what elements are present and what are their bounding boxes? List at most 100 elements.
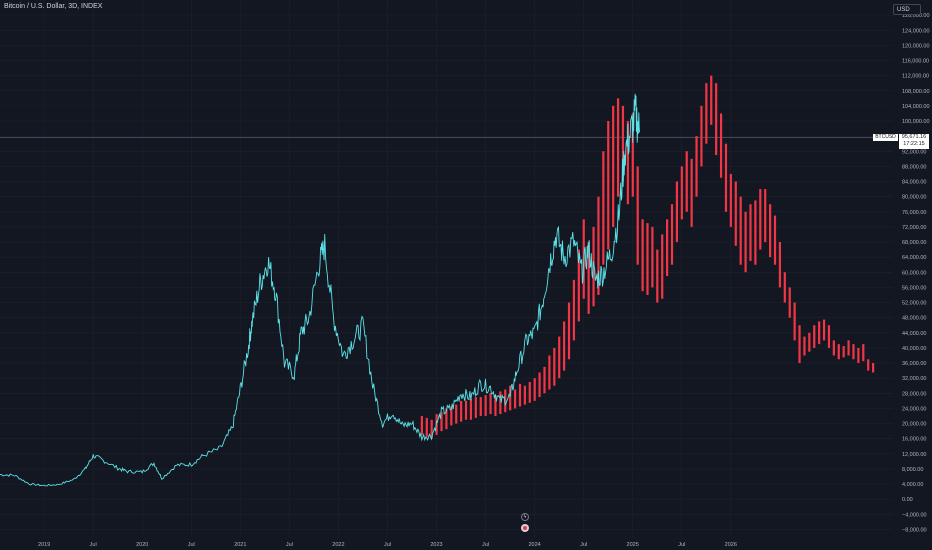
y-tick-label: 120,000.00 <box>902 43 930 49</box>
projection-bar <box>626 121 629 205</box>
y-tick-label: 8,000.00 <box>902 467 923 473</box>
y-tick-label: 56,000.00 <box>902 285 926 291</box>
projection-bar <box>813 325 816 348</box>
x-tick-label: Jul <box>580 542 587 548</box>
y-tick-label: 36,000.00 <box>902 361 926 367</box>
y-tick-label: 124,000.00 <box>902 28 930 34</box>
projection-bar <box>616 98 620 197</box>
y-tick-label: 32,000.00 <box>902 376 926 382</box>
projection-bar <box>563 321 566 371</box>
projection-bar <box>577 249 580 322</box>
chart-title: Bitcoin / U.S. Dollar, 3D, INDEX <box>4 3 103 10</box>
lightning-event-icon[interactable]: ϟ <box>521 513 529 521</box>
y-tick-label: 48,000.00 <box>902 316 926 322</box>
projection-bar <box>656 249 659 303</box>
y-tick-label: 88,000.00 <box>902 164 926 170</box>
projection-bar <box>862 344 865 362</box>
projection-bar <box>798 325 801 364</box>
x-tick-label: Jul <box>286 542 293 548</box>
projection-bar <box>425 417 428 437</box>
projection-bar <box>450 406 453 426</box>
x-tick-label: Jul <box>188 542 195 548</box>
projection-bar <box>695 136 698 197</box>
projection-bar <box>827 325 831 348</box>
projection-bar <box>857 347 860 364</box>
x-tick-label: 2024 <box>528 542 540 548</box>
projection-bar <box>719 113 723 178</box>
projection-bar <box>440 412 443 432</box>
x-tick-label: Jul <box>384 542 391 548</box>
projection-bar <box>636 166 639 265</box>
last-price-tag: 95,671.16 17:22:15 <box>899 133 929 149</box>
y-tick-label: 28,000.00 <box>902 391 926 397</box>
projection-bar <box>489 393 492 415</box>
projection-bar <box>705 83 708 144</box>
projection-bar <box>607 121 610 250</box>
x-tick-label: 2020 <box>136 542 148 548</box>
history-series <box>0 93 640 487</box>
y-tick-label: 44,000.00 <box>902 331 926 337</box>
y-tick-label: 108,000.00 <box>902 89 930 95</box>
projection-bar <box>867 359 870 371</box>
projection-bar <box>808 332 811 352</box>
projection-bar <box>680 166 683 220</box>
projection-bar <box>661 234 664 299</box>
projection-bar <box>783 272 786 303</box>
projection-series <box>420 75 875 439</box>
projection-bar <box>533 378 536 401</box>
projection-bar <box>538 372 541 398</box>
projection-bar <box>837 344 840 360</box>
projection-bar <box>729 173 732 227</box>
projection-bar <box>754 200 757 265</box>
projection-bar <box>710 75 713 125</box>
projection-bar <box>641 219 644 292</box>
projection-bar <box>631 113 634 197</box>
x-tick-label: 2025 <box>627 542 639 548</box>
projection-bar <box>842 346 845 358</box>
projection-bar <box>509 385 512 411</box>
y-tick-label: −8,000.00 <box>902 527 927 533</box>
projection-bar <box>430 419 433 439</box>
x-tick-label: 2021 <box>234 542 246 548</box>
projection-bar <box>734 181 737 246</box>
y-tick-label: 4,000.00 <box>902 482 923 488</box>
y-tick-label: 68,000.00 <box>902 240 926 246</box>
projection-bar <box>847 340 850 356</box>
dividend-event-icon[interactable] <box>521 524 529 532</box>
price-axis[interactable]: 128,000.00 124,000.00 120,000.00 116,000.00… <box>902 13 930 533</box>
projection-bar <box>445 408 448 430</box>
projection-bar <box>759 189 762 250</box>
projection-bar <box>543 366 546 394</box>
y-tick-label: 60,000.00 <box>902 270 926 276</box>
projection-bar <box>612 105 615 227</box>
grid <box>0 0 893 537</box>
projection-bar <box>739 196 742 265</box>
time-axis[interactable]: 2019 Jul 2020 Jul 2021 Jul 2022 Jul 2023 Jul 2024 J… <box>38 542 737 548</box>
currency-button[interactable]: USD <box>893 4 921 15</box>
projection-bar <box>822 319 826 341</box>
y-tick-label: 16,000.00 <box>902 437 926 443</box>
projection-bar <box>504 389 507 413</box>
projection-bar <box>479 397 482 416</box>
projection-bar <box>852 344 855 360</box>
projection-bar <box>528 381 531 403</box>
projection-bar <box>724 143 728 212</box>
y-tick-label: 12,000.00 <box>902 452 926 458</box>
projection-bar <box>464 400 468 420</box>
projection-bar <box>523 385 526 405</box>
projection-bar <box>420 415 423 435</box>
projection-bar <box>651 226 654 288</box>
projection-bar <box>494 395 497 416</box>
x-tick-label: Jul <box>90 542 97 548</box>
projection-bar <box>872 363 875 373</box>
y-tick-label: 40,000.00 <box>902 346 926 352</box>
y-tick-label: 92,000.00 <box>902 149 926 155</box>
projection-bar <box>666 219 669 277</box>
projection-bar <box>685 151 688 212</box>
projection-bar <box>670 204 674 265</box>
y-tick-label: 84,000.00 <box>902 180 926 186</box>
y-tick-label: 100,000.00 <box>902 119 930 125</box>
projection-bar <box>773 215 777 265</box>
y-tick-label: 24,000.00 <box>902 406 926 412</box>
